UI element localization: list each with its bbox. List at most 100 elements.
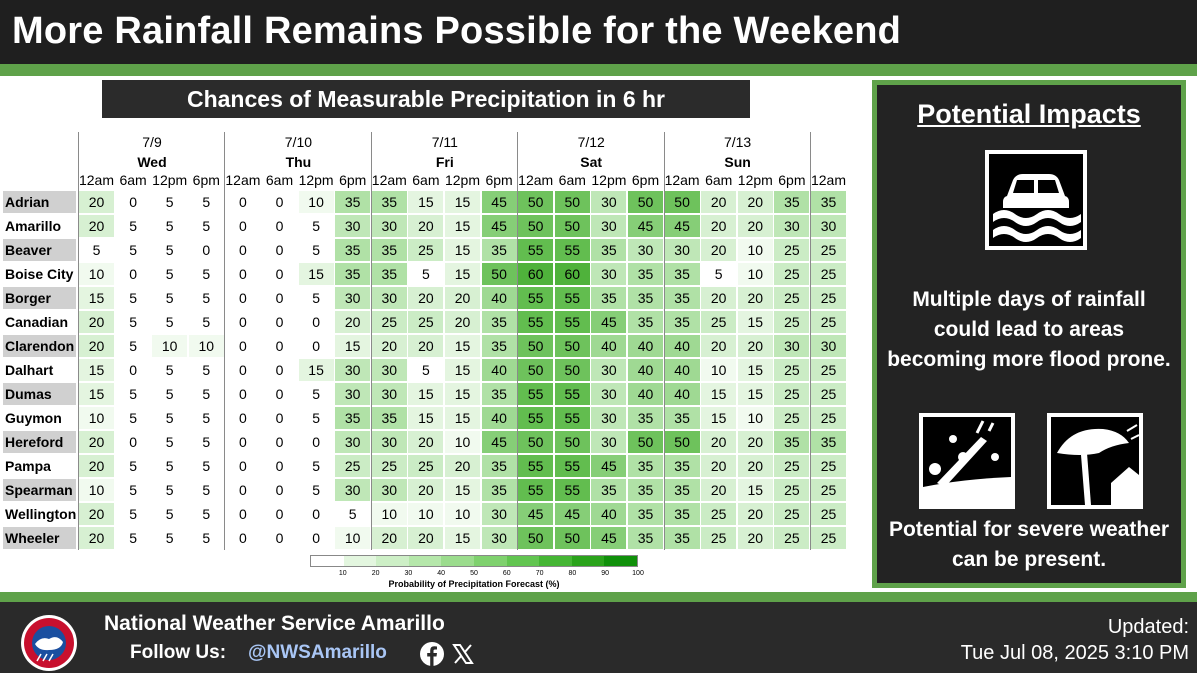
location-label: Dalhart [5,362,54,378]
day-separator [663,132,665,550]
heatmap-cell: 50 [518,335,554,357]
heatmap-cell: 10 [79,263,114,285]
heatmap-cell: 30 [371,359,407,381]
heatmap-cell: 20 [701,455,737,477]
heatmap-cell: 35 [664,455,700,477]
x-twitter-icon[interactable] [452,643,474,665]
location-label: Beaver [3,239,76,261]
heatmap-cell: 30 [591,359,627,381]
heatmap-cell: 25 [408,455,444,477]
chart-title: Chances of Measurable Precipitation in 6… [102,80,750,118]
heatmap-cell: 15 [445,239,480,261]
heatmap-cell: 15 [408,407,444,429]
heatmap-cell: 20 [408,215,444,237]
heatmap-cell: 50 [554,191,590,213]
heatmap-cell: 10 [152,335,188,357]
location-label: Spearman [3,479,76,501]
heatmap-cell: 20 [408,287,444,309]
heatmap-cell: 5 [188,383,224,405]
heatmap-cell: 10 [408,503,444,525]
heatmap-cell: 0 [262,407,297,429]
heatmap-cell: 35 [811,431,846,453]
day-date: 7/9 [142,134,162,150]
heatmap-cell: 0 [262,287,297,309]
heatmap-cell: 25 [811,311,846,333]
heatmap-cell: 20 [79,191,114,213]
heatmap-cell: 45 [518,503,554,525]
heatmap-cell: 35 [774,191,810,213]
heatmap-cell: 5 [298,383,334,405]
heatmap-cell: 30 [591,383,627,405]
heatmap-cell: 10 [371,503,407,525]
heatmap-cell: 35 [628,263,663,285]
heatmap-cell: 30 [811,335,846,357]
legend-tick: 90 [601,570,610,577]
heatmap-cell: 0 [298,431,334,453]
heatmap-cell: 15 [445,407,480,429]
heatmap-cell: 30 [774,335,810,357]
location-label: Wellington [5,506,77,522]
day-separator [370,132,372,550]
heatmap-cell: 25 [811,503,846,525]
heatmap-cell: 35 [335,191,371,213]
social-handle-link[interactable]: @NWSAmarillo [248,642,387,663]
heatmap-cell: 0 [262,311,297,333]
heatmap-cell: 50 [554,527,590,549]
time-label: 6am [705,172,733,188]
heatmap-cell: 35 [335,263,371,285]
time-label: 12pm [591,172,627,188]
legend-swatch [604,556,637,566]
heatmap-cell: 5 [79,239,114,261]
heatmap-cell: 5 [188,407,224,429]
heatmap-cell: 20 [335,311,371,333]
heatmap-cell: 35 [335,407,371,429]
heatmap-cell: 35 [481,239,517,261]
day-separator [224,132,226,550]
heatmap-cell: 0 [225,335,261,357]
time-label: 12pm [737,172,773,188]
heatmap-cell: 35 [664,479,700,501]
heatmap-cell: 5 [115,527,151,549]
legend-tick: 50 [470,570,478,577]
heatmap-cell: 25 [811,479,846,501]
location-label: Pampa [5,458,51,474]
heatmap-cell: 10 [737,407,773,429]
heatmap-cell: 35 [335,239,371,261]
heatmap-cell: 25 [774,455,810,477]
heatmap-cell: 55 [554,383,590,405]
heatmap-cell: 0 [225,407,261,429]
heatmap-cell: 25 [811,263,846,285]
heatmap-cell: 20 [79,311,114,333]
heatmap-cell: 0 [115,191,151,213]
heatmap-cell: 15 [445,527,480,549]
heatmap-cell: 35 [371,239,407,261]
heatmap-cell: 30 [371,431,407,453]
day-date: 7/11 [431,134,458,150]
heatmap-cell: 35 [664,311,700,333]
heatmap-cell: 35 [774,431,810,453]
legend-tick: 100 [632,570,644,577]
heatmap-cell: 55 [518,311,554,333]
heatmap-cell: 0 [225,455,261,477]
heatmap-cell: 25 [701,527,737,549]
heatmap-cell: 15 [445,335,480,357]
heatmap-cell: 15 [408,191,444,213]
heatmap-cell: 5 [188,455,224,477]
heatmap-cell: 35 [591,239,627,261]
heatmap-cell: 10 [737,239,773,261]
heatmap-cell: 20 [445,455,480,477]
heatmap-cell: 55 [554,287,590,309]
facebook-icon[interactable] [420,642,444,666]
heatmap-cell: 35 [591,479,627,501]
heatmap-cell: 45 [591,311,627,333]
heatmap-cell: 15 [298,359,334,381]
heatmap-cell: 0 [225,287,261,309]
heatmap-cell: 40 [664,383,700,405]
heatmap-cell: 20 [737,503,773,525]
heatmap-cell: 20 [737,191,773,213]
heatmap-cell: 15 [298,263,334,285]
heatmap-cell: 25 [774,239,810,261]
heatmap-cell: 15 [737,383,773,405]
heatmap-cell: 50 [481,263,517,285]
heatmap-cell: 5 [298,407,334,429]
